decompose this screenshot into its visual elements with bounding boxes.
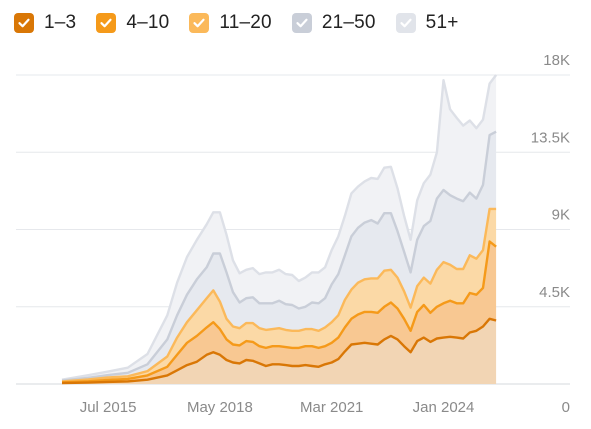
- legend-item-1[interactable]: 4–10: [96, 12, 169, 34]
- legend-label: 51+: [425, 12, 459, 33]
- check-icon: [18, 18, 30, 28]
- legend-checkbox[interactable]: [291, 13, 312, 33]
- check-icon: [296, 18, 308, 28]
- y-tick-label: 13.5K: [531, 129, 570, 146]
- legend-label: 11–20: [219, 12, 272, 33]
- line-11–20: [61, 207, 497, 383]
- line-1–3: [61, 317, 497, 385]
- legend-label: 21–50: [321, 12, 376, 33]
- legend-checkbox[interactable]: [189, 13, 210, 33]
- line-51+: [61, 74, 498, 381]
- x-tick-label: May 2018: [187, 399, 253, 416]
- check-icon: [100, 18, 112, 28]
- chart-legend: 1–3 4–10 11–20 21–50 51+: [14, 12, 479, 34]
- stacked-areas: [62, 75, 497, 384]
- legend-item-3[interactable]: 21–50: [291, 12, 376, 34]
- legend-item-2[interactable]: 11–20: [189, 12, 272, 34]
- area-4–10: [62, 241, 497, 384]
- check-icon: [400, 18, 412, 28]
- legend-label: 4–10: [126, 12, 170, 33]
- legend-item-0[interactable]: 1–3: [14, 12, 76, 34]
- series-lines: [61, 74, 498, 385]
- check-icon: [193, 18, 205, 28]
- legend-label: 1–3: [44, 12, 77, 33]
- y-tick-label: 9K: [552, 207, 570, 224]
- x-tick-label: Mar 2021: [300, 399, 363, 416]
- y-tick-label: 18K: [543, 52, 570, 69]
- line-4–10: [61, 240, 497, 384]
- legend-item-4[interactable]: 51+: [395, 12, 459, 34]
- line-21–50: [61, 130, 497, 382]
- area-1–3: [62, 318, 497, 384]
- x-axis: Jul 2015 May 2018 Mar 2021 Jan 2024: [80, 399, 475, 416]
- y-tick-label: 0: [562, 399, 570, 416]
- x-tick-label: Jul 2015: [80, 399, 137, 416]
- x-tick-label: Jan 2024: [413, 399, 475, 416]
- y-tick-label: 4.5K: [539, 284, 570, 301]
- y-axis: 0 4.5K 9K 13.5K 18K: [531, 52, 570, 416]
- legend-checkbox[interactable]: [96, 13, 117, 33]
- legend-checkbox[interactable]: [395, 13, 416, 33]
- legend-checkbox[interactable]: [14, 13, 34, 33]
